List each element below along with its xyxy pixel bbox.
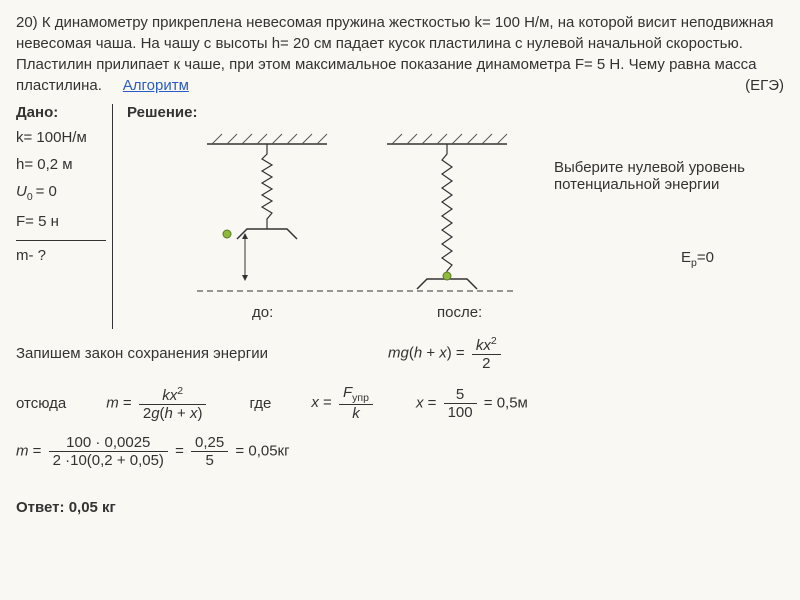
diagram-area: Выберите нулевой уровень потенциальной э…	[127, 129, 784, 329]
conservation-law-text: Запишем закон сохранения энергии	[16, 345, 268, 362]
physics-diagram	[127, 129, 547, 309]
given-v0: U0 = 0	[16, 183, 106, 203]
given-m: m- ?	[16, 240, 106, 264]
after-label: после:	[437, 304, 482, 321]
given-header: Дано:	[16, 104, 106, 121]
x-formula: x = Fупрk	[311, 384, 376, 422]
problem-number: 20)	[16, 14, 38, 31]
given-k: k= 100Н/м	[16, 129, 106, 146]
choose-zero-text: Выберите нулевой уровень потенциальной э…	[554, 159, 774, 193]
exam-tag: (ЕГЭ)	[745, 75, 784, 96]
solution-column: Решение:	[113, 104, 784, 329]
x-calculation: x = 5100 = 0,5м	[416, 386, 528, 421]
mass-calculation: m = 100 · 0,00252 ·10(0,2 + 0,05) = 0,25…	[16, 434, 290, 469]
solution-header: Решение:	[127, 104, 784, 121]
answer: Ответ: 0,05 кг	[16, 499, 784, 516]
given-F: F= 5 н	[16, 213, 106, 230]
mass-formula: m = kx22g(h + x)	[106, 385, 209, 422]
hence-label: отсюда	[16, 395, 66, 412]
ep-zero: Eр=0	[681, 249, 714, 269]
algorithm-link[interactable]: Алгоритм	[123, 77, 189, 94]
given-h: h= 0,2 м	[16, 156, 106, 173]
before-label: до:	[252, 304, 273, 321]
problem-statement: 20) К динамометру прикреплена невесомая …	[16, 12, 784, 96]
where-label: где	[249, 395, 271, 412]
given-column: Дано: k= 100Н/м h= 0,2 м U0 = 0 F= 5 н m…	[16, 104, 113, 329]
energy-equation: mg(h + x) = kx22	[388, 335, 504, 372]
